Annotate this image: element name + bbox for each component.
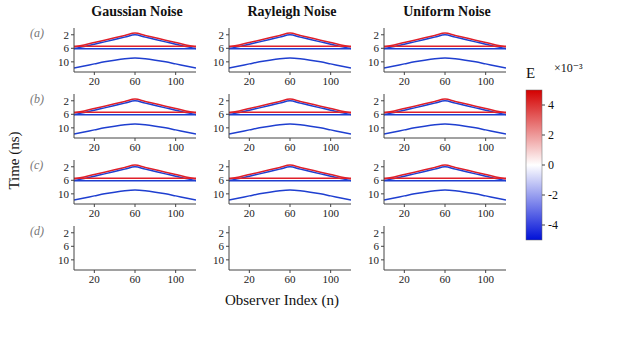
svg-text:2: 2 (64, 95, 70, 107)
html-text:(c): (c) (30, 158, 44, 172)
svg-text:6: 6 (64, 108, 70, 120)
svg-text:60: 60 (285, 141, 297, 153)
html-text:(b): (b) (30, 92, 44, 106)
svg-text:10: 10 (213, 188, 225, 200)
svg-text:×10⁻³: ×10⁻³ (554, 61, 583, 75)
svg-text:100: 100 (477, 273, 494, 285)
svg-text:6: 6 (374, 108, 380, 120)
svg-text:20: 20 (89, 207, 101, 219)
svg-text:10: 10 (58, 56, 70, 68)
svg-text:2: 2 (374, 29, 380, 41)
svg-text:10: 10 (58, 254, 70, 266)
svg-text:2: 2 (219, 95, 225, 107)
svg-text:100: 100 (167, 273, 184, 285)
svg-text:60: 60 (440, 141, 452, 153)
svg-text:20: 20 (244, 75, 256, 87)
html-text:(d): (d) (30, 224, 44, 238)
svg-text:2: 2 (64, 29, 70, 41)
svg-text:-2: -2 (548, 188, 558, 202)
svg-text:2: 2 (374, 95, 380, 107)
svg-text:100: 100 (322, 273, 339, 285)
svg-text:60: 60 (440, 75, 452, 87)
svg-text:60: 60 (440, 207, 452, 219)
svg-text:2: 2 (219, 29, 225, 41)
svg-text:2: 2 (219, 227, 225, 239)
svg-text:60: 60 (130, 207, 142, 219)
svg-text:60: 60 (130, 273, 142, 285)
svg-text:10: 10 (368, 254, 380, 266)
svg-text:60: 60 (130, 141, 142, 153)
svg-text:20: 20 (244, 141, 256, 153)
svg-text:20: 20 (399, 75, 411, 87)
svg-text:10: 10 (368, 122, 380, 134)
svg-text:2: 2 (548, 128, 554, 142)
svg-text:6: 6 (219, 108, 225, 120)
svg-text:60: 60 (130, 75, 142, 87)
svg-text:10: 10 (213, 56, 225, 68)
svg-text:0: 0 (548, 158, 554, 172)
svg-text:60: 60 (285, 273, 297, 285)
svg-text:2: 2 (374, 227, 380, 239)
html-text:Uniform Noise: Uniform Noise (403, 4, 491, 19)
svg-text:6: 6 (219, 240, 225, 252)
svg-text:6: 6 (374, 42, 380, 54)
svg-text:2: 2 (64, 161, 70, 173)
svg-text:100: 100 (477, 141, 494, 153)
svg-text:20: 20 (399, 141, 411, 153)
svg-text:10: 10 (213, 122, 225, 134)
html-text:Time (ns): Time (ns) (5, 131, 22, 190)
svg-text:-4: -4 (548, 218, 558, 232)
svg-text:20: 20 (399, 207, 411, 219)
svg-text:6: 6 (374, 240, 380, 252)
svg-text:20: 20 (89, 75, 101, 87)
svg-text:6: 6 (219, 42, 225, 54)
html-text:Rayleigh Noise: Rayleigh Noise (247, 4, 337, 19)
svg-text:60: 60 (285, 75, 297, 87)
svg-text:60: 60 (285, 207, 297, 219)
svg-text:100: 100 (322, 207, 339, 219)
svg-text:60: 60 (440, 273, 452, 285)
svg-text:20: 20 (244, 273, 256, 285)
svg-text:100: 100 (167, 141, 184, 153)
html-text:(a): (a) (30, 26, 44, 40)
svg-text:100: 100 (322, 141, 339, 153)
svg-text:2: 2 (219, 161, 225, 173)
svg-text:20: 20 (89, 141, 101, 153)
svg-text:20: 20 (399, 273, 411, 285)
svg-text:10: 10 (58, 122, 70, 134)
svg-text:2: 2 (64, 227, 70, 239)
html-text:Gaussian Noise: Gaussian Noise (91, 4, 183, 19)
svg-text:20: 20 (89, 273, 101, 285)
svg-text:2: 2 (374, 161, 380, 173)
svg-text:100: 100 (477, 75, 494, 87)
html-text:Observer Index (n): Observer Index (n) (224, 292, 340, 308)
svg-text:100: 100 (477, 207, 494, 219)
svg-text:6: 6 (64, 240, 70, 252)
svg-text:100: 100 (167, 75, 184, 87)
svg-text:10: 10 (368, 188, 380, 200)
svg-text:E: E (526, 65, 535, 81)
svg-text:10: 10 (368, 56, 380, 68)
svg-text:6: 6 (374, 174, 380, 186)
svg-text:10: 10 (213, 254, 225, 266)
svg-text:6: 6 (64, 174, 70, 186)
svg-text:4: 4 (548, 98, 554, 112)
svg-text:10: 10 (58, 188, 70, 200)
svg-text:6: 6 (64, 42, 70, 54)
svg-text:6: 6 (219, 174, 225, 186)
svg-text:100: 100 (167, 207, 184, 219)
svg-text:100: 100 (322, 75, 339, 87)
svg-text:20: 20 (244, 207, 256, 219)
